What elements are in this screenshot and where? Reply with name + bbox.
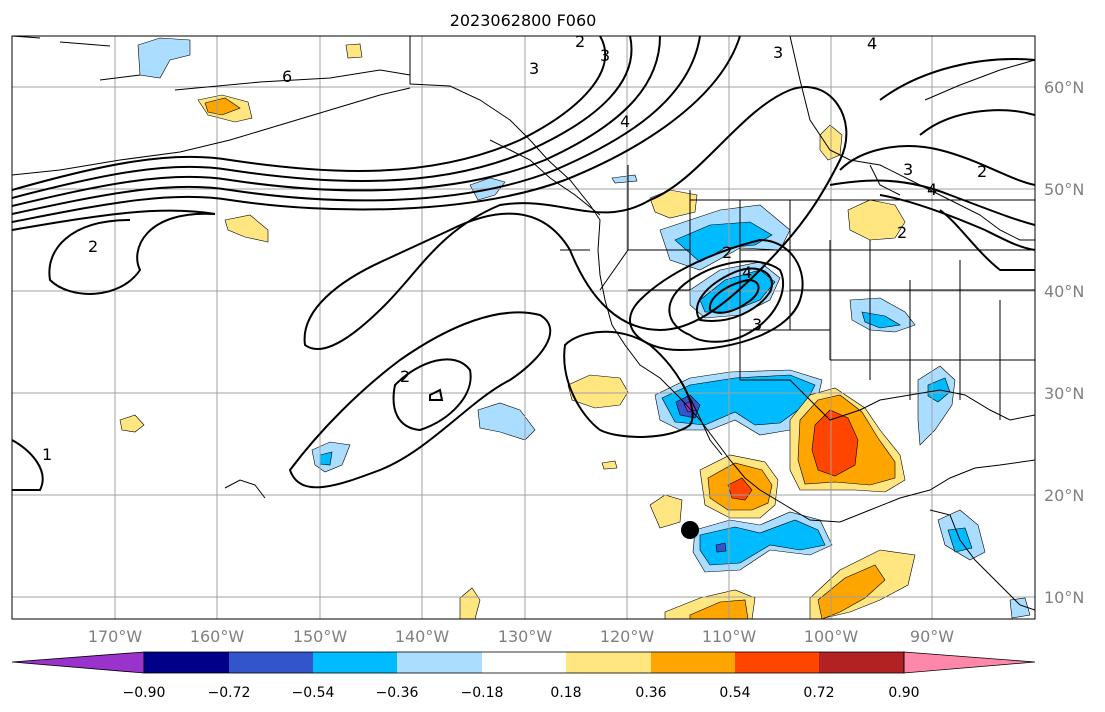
positive-anomaly-core — [689, 599, 749, 619]
negative-anomaly-area — [1009, 597, 1031, 619]
contour-lines — [12, 36, 1035, 491]
longitude-tick-labels: 170°W 160°W 150°W 140°W 130°W 120°W 110°… — [88, 627, 954, 646]
map-frame — [11, 35, 1036, 620]
colorbar-extend-max — [903, 651, 1036, 674]
colorbar-tick-labels: −0.90 −0.72 −0.54 −0.36 −0.18 0.18 0.36 … — [123, 685, 920, 701]
positive-anomaly-core — [204, 97, 241, 116]
latitude-tick-label: 60°N — [1044, 78, 1084, 97]
latitude-tick-label: 10°N — [1044, 588, 1084, 607]
figure-title: 2023062800 F060 — [450, 11, 597, 30]
colorbar-tick-label: −0.36 — [376, 685, 419, 701]
positive-anomaly-area — [224, 214, 269, 243]
longitude-tick-label: 140°W — [395, 627, 450, 646]
contour-label: 3 — [903, 160, 913, 179]
contour-label: 1 — [42, 445, 52, 464]
negative-anomaly-strong — [715, 542, 727, 553]
colorbar-tick-label: 0.36 — [635, 685, 666, 701]
contour-label-group: 2 3 3 4 6 4 3 2 2 4 3 2 4 3 2 2 1 — [42, 32, 987, 464]
contour-label: 3 — [529, 59, 539, 78]
colorbar-tick-label: −0.90 — [123, 685, 166, 701]
colorbar-extend-min — [11, 651, 145, 674]
negative-anomaly-area — [137, 37, 191, 79]
contour-label: 2 — [400, 367, 410, 386]
contour-label: 3 — [600, 46, 610, 65]
contour-label: 2 — [575, 32, 585, 51]
colorbar-segment — [229, 652, 313, 673]
contour-label: 4 — [620, 112, 630, 131]
colorbar-tick-label: 0.72 — [803, 685, 834, 701]
contour-label: 2 — [897, 223, 907, 242]
positive-anomaly-area — [459, 587, 481, 619]
latitude-tick-label: 40°N — [1044, 282, 1084, 301]
negative-anomaly-area — [477, 402, 536, 441]
longitude-tick-label: 150°W — [293, 627, 348, 646]
positive-anomaly-area — [345, 43, 363, 59]
contour-label: 4 — [867, 34, 877, 53]
longitude-tick-label: 120°W — [600, 627, 655, 646]
colorbar-segment — [819, 652, 904, 673]
map-panel: 2 3 3 4 6 4 3 2 2 4 3 2 4 3 2 2 1 — [11, 32, 1036, 620]
negative-anomaly-area — [849, 297, 916, 333]
colorbar-tick-label: −0.54 — [292, 685, 335, 701]
contour-label: 6 — [282, 67, 292, 86]
colorbar-segment — [313, 652, 397, 673]
colorbar: −0.90 −0.72 −0.54 −0.36 −0.18 0.18 0.36 … — [11, 651, 1036, 701]
positive-anomaly-area — [649, 494, 683, 529]
contour-label: 4 — [742, 263, 752, 282]
longitude-tick-label: 170°W — [88, 627, 143, 646]
latitude-tick-label: 50°N — [1044, 180, 1084, 199]
longitude-tick-label: 100°W — [804, 627, 859, 646]
positive-anomaly-area — [847, 199, 906, 241]
negative-anomaly-core — [861, 311, 901, 329]
longitude-tick-label: 130°W — [498, 627, 553, 646]
colorbar-segment — [566, 652, 651, 673]
colorbar-segment — [735, 652, 819, 673]
anomaly-shading — [119, 37, 1031, 619]
contour-label: 2 — [88, 237, 98, 256]
latitude-tick-label: 30°N — [1044, 384, 1084, 403]
negative-anomaly-core — [661, 374, 816, 426]
positive-anomaly-core — [817, 564, 886, 619]
coastlines — [12, 36, 1035, 611]
storm-center-marker — [681, 521, 699, 539]
contour-label: 2 — [977, 162, 987, 181]
colorbar-tick-label: 0.90 — [888, 685, 919, 701]
colorbar-segment — [651, 652, 735, 673]
negative-anomaly-core — [699, 519, 826, 566]
positive-anomaly-area — [601, 460, 618, 470]
longitude-tick-label: 110°W — [702, 627, 757, 646]
longitude-tick-label: 90°W — [910, 627, 954, 646]
positive-anomaly-area — [119, 414, 145, 433]
longitude-tick-label: 160°W — [190, 627, 245, 646]
colorbar-segment — [397, 652, 482, 673]
contour-label: 3 — [752, 315, 762, 334]
contour-label: 4 — [927, 180, 937, 199]
colorbar-tick-label: −0.72 — [208, 685, 251, 701]
positive-anomaly-strong — [811, 409, 859, 477]
colorbar-outline — [143, 651, 905, 674]
colorbar-segment — [144, 652, 229, 673]
contour-label: 3 — [773, 43, 783, 62]
colorbar-tick-label: 0.18 — [550, 685, 581, 701]
latitude-tick-label: 20°N — [1044, 486, 1084, 505]
colorbar-segment — [482, 652, 566, 673]
latitude-tick-labels: 60°N 50°N 40°N 30°N 20°N 10°N — [1044, 78, 1084, 607]
contour-label: 2 — [722, 243, 732, 262]
colorbar-tick-label: 0.54 — [719, 685, 750, 701]
colorbar-tick-label: −0.18 — [461, 685, 504, 701]
